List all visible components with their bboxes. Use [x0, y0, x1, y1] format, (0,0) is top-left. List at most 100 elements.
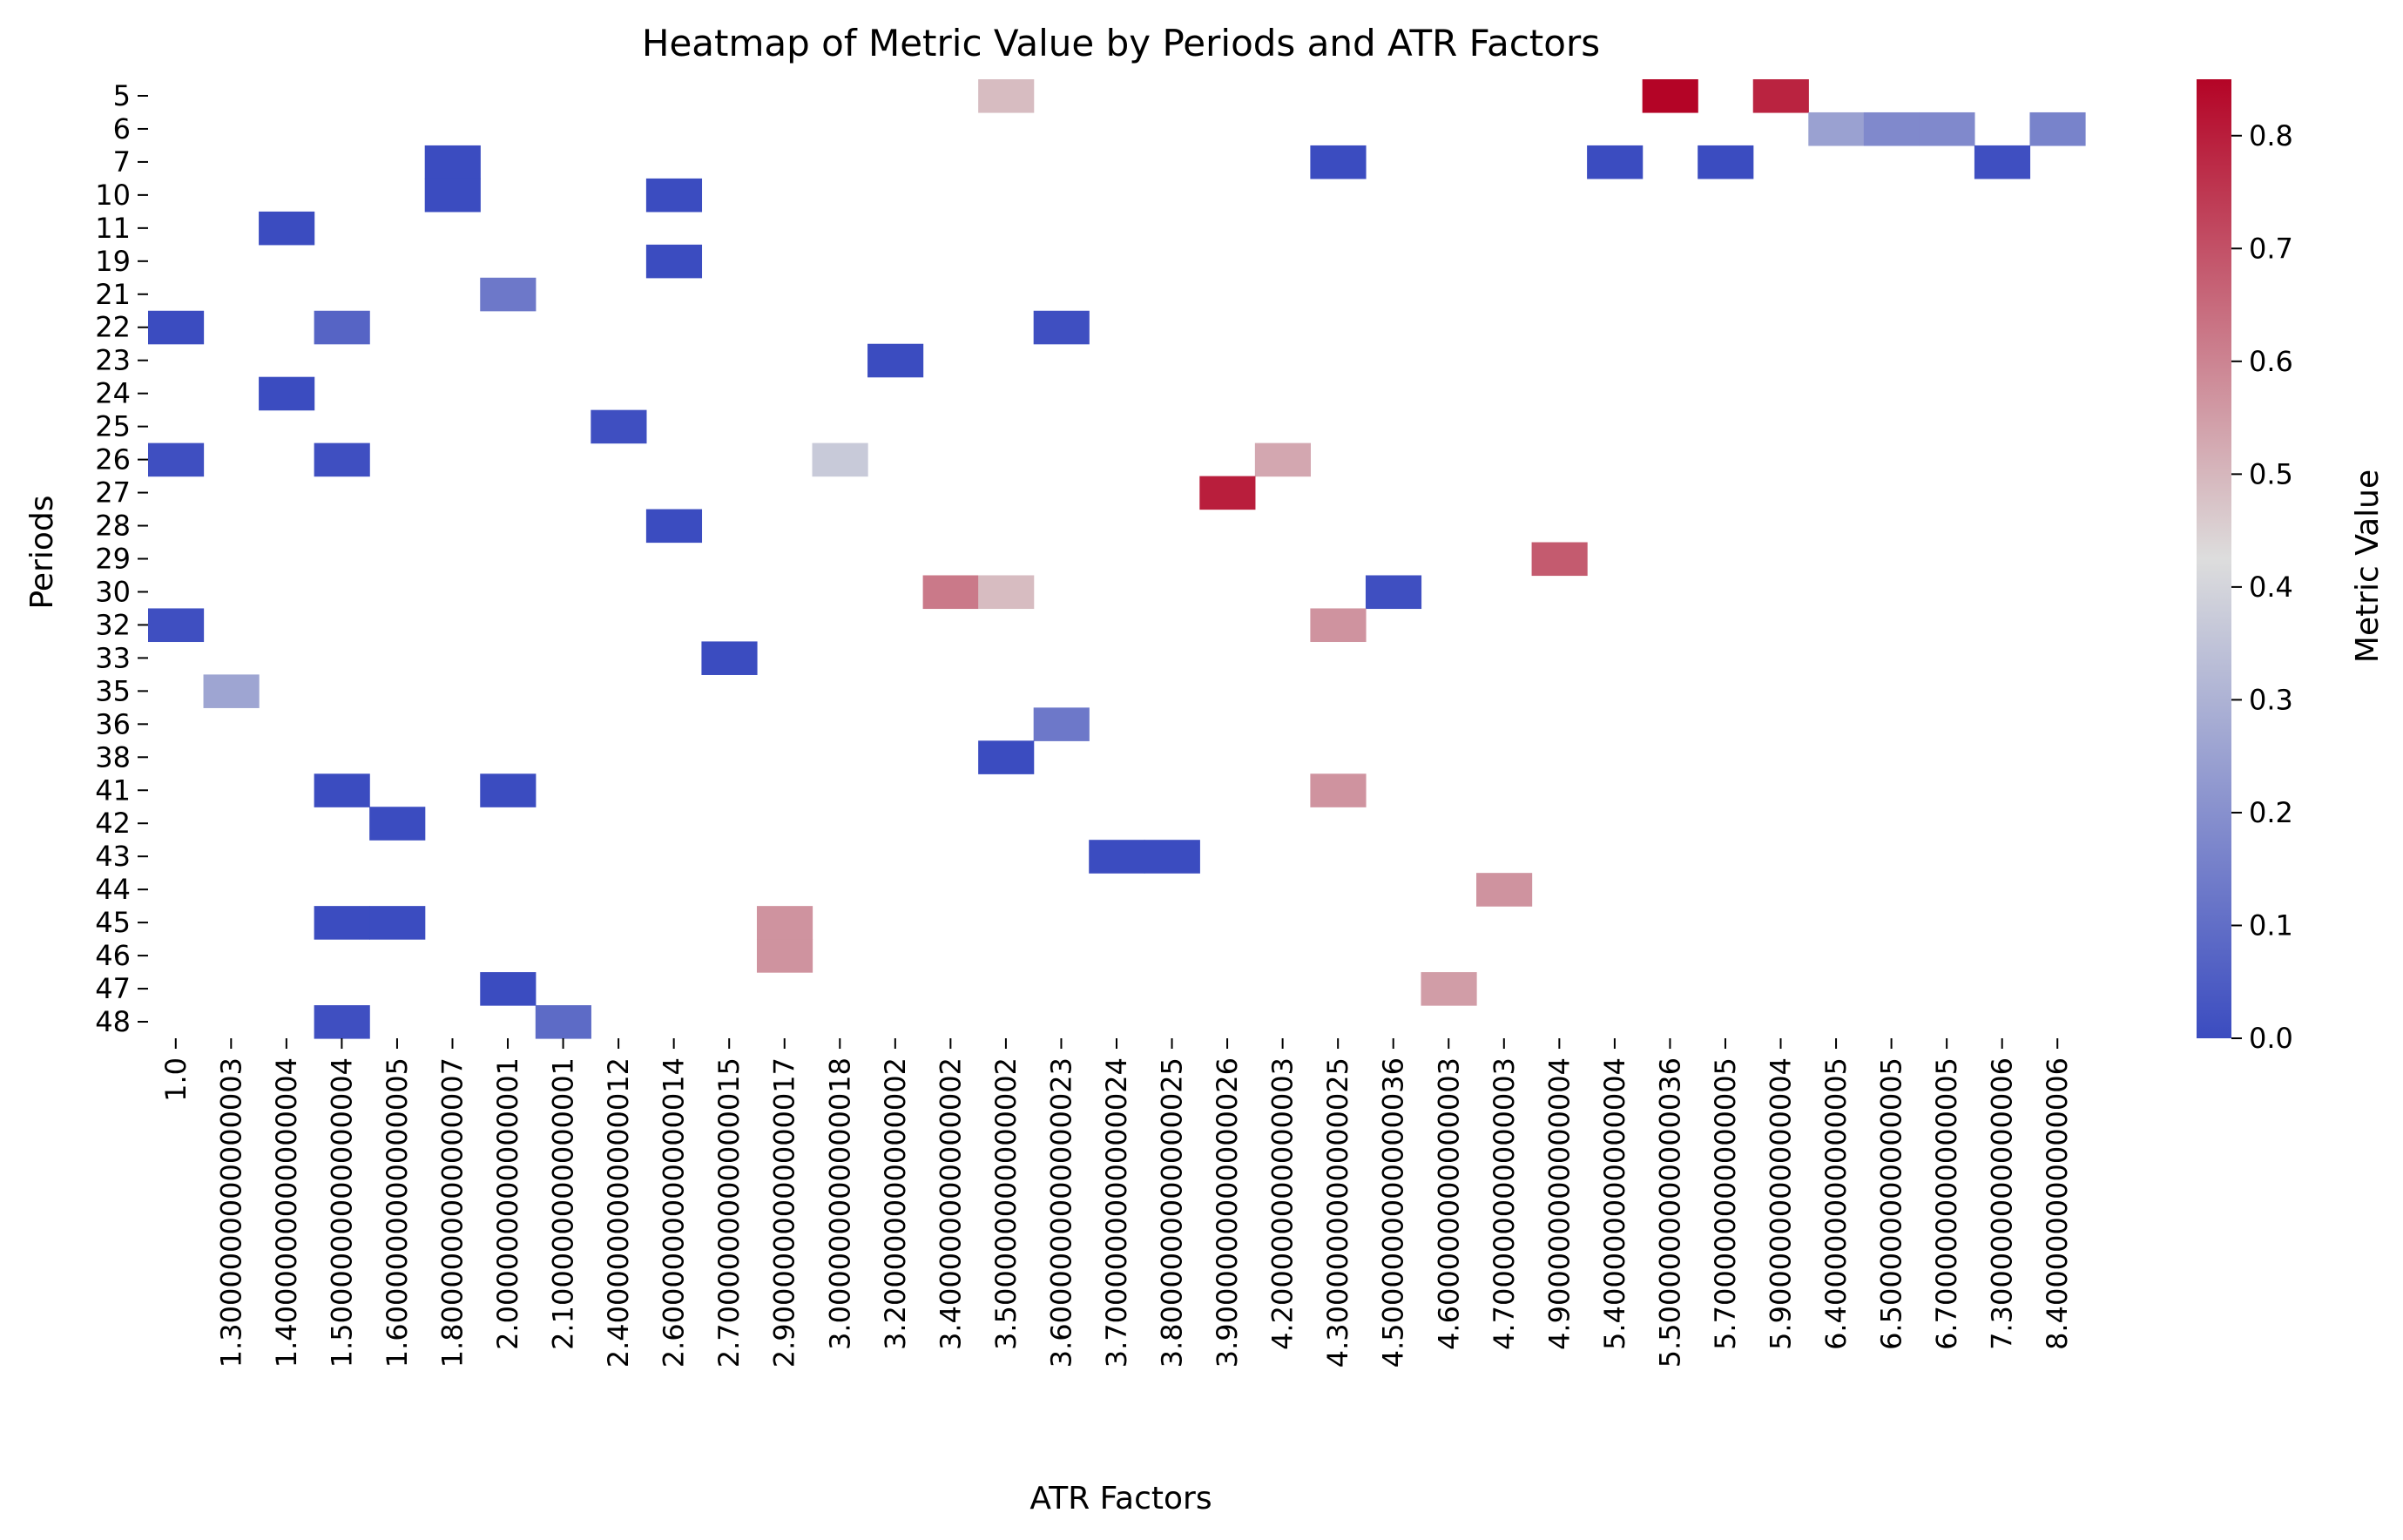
x-tick-label: 2.000000000000001	[491, 1057, 524, 1350]
heatmap-cell	[2029, 111, 2086, 146]
colorbar-tick-label: 0.1	[2249, 908, 2293, 942]
heatmap-cell	[645, 244, 703, 279]
heatmap-cell	[148, 442, 205, 477]
heatmap-cell	[314, 906, 370, 940]
x-tick-label: 3.7000000000000024	[1100, 1057, 1133, 1368]
y-tick-label: 45	[95, 906, 131, 939]
x-tick-label: 5.700000000000005	[1709, 1057, 1742, 1350]
heatmap-cell	[756, 906, 813, 940]
x-tick-label: 1.4000000000000004	[270, 1057, 303, 1368]
x-tick-label: 5.400000000000004	[1598, 1057, 1631, 1350]
x-tick-label: 1.6000000000000005	[381, 1057, 414, 1368]
heatmap-cell	[424, 145, 481, 179]
x-tick-label: 2.9000000000000017	[768, 1057, 801, 1368]
heatmap-cell	[148, 608, 205, 643]
y-tick-label: 35	[95, 674, 131, 707]
y-tick-label: 22	[95, 311, 131, 344]
colorbar-label: Metric Value	[2350, 469, 2386, 663]
heatmap-cell	[812, 442, 868, 477]
y-tick-label: 7	[113, 145, 131, 179]
heatmap-cell	[480, 972, 537, 1006]
heatmap-cell	[203, 674, 260, 708]
x-tick-label: 4.5000000000000036	[1377, 1057, 1410, 1368]
heatmap-cell	[978, 79, 1035, 113]
heatmap-cell	[1089, 840, 1145, 874]
y-tick-label: 48	[95, 1005, 131, 1038]
y-tick-label: 6	[113, 112, 131, 145]
heatmap-cell	[369, 807, 426, 841]
y-tick-label: 43	[95, 840, 131, 873]
y-axis-label: Periods	[24, 495, 60, 609]
y-tick-label: 19	[95, 245, 131, 278]
x-tick-label: 6.400000000000005	[1819, 1057, 1853, 1350]
heatmap-cell	[1144, 840, 1200, 874]
x-tick-label: 1.8000000000000007	[435, 1057, 469, 1368]
heatmap-cell	[1421, 972, 1477, 1006]
y-tick-label: 28	[95, 510, 131, 543]
heatmap-cell	[480, 773, 537, 807]
x-tick-label: 1.0	[159, 1057, 192, 1102]
heatmap-cell	[701, 641, 758, 675]
y-tick-label: 33	[95, 641, 131, 674]
heatmap-cell	[1808, 111, 1865, 146]
x-tick-label: 7.300000000000006	[1986, 1057, 2019, 1350]
x-axis: 1.0 1.3000000000000003 1.4000000000000004 1…	[159, 1038, 2074, 1368]
y-axis: 5671011192122232425262728293032333536384…	[95, 79, 148, 1038]
heatmap-cell	[1033, 310, 1090, 345]
y-tick-label: 27	[95, 476, 131, 510]
colorbar-tick-label: 0.3	[2249, 683, 2293, 716]
heatmap-cell	[1531, 542, 1588, 577]
colorbar-tick-label: 0.0	[2249, 1022, 2293, 1055]
heatmap-cell	[645, 509, 703, 544]
x-tick-label: 6.500000000000005	[1875, 1057, 1908, 1350]
y-tick-label: 41	[95, 773, 131, 807]
y-tick-label: 10	[95, 179, 131, 212]
x-tick-label: 4.900000000000004	[1542, 1057, 1576, 1350]
y-tick-label: 38	[95, 740, 131, 773]
heatmap-cell	[978, 575, 1035, 610]
y-tick-label: 23	[95, 344, 131, 377]
colorbar-gradient	[2197, 79, 2231, 1038]
y-tick-label: 26	[95, 443, 131, 476]
heatmap-cell	[1587, 145, 1644, 179]
x-tick-label: 5.900000000000004	[1765, 1057, 1798, 1350]
y-tick-label: 30	[95, 575, 131, 608]
y-tick-label: 29	[95, 543, 131, 576]
heatmap-cell	[1254, 442, 1311, 477]
x-tick-label: 2.6000000000000014	[658, 1057, 691, 1368]
x-tick-label: 3.500000000000002	[989, 1057, 1023, 1350]
colorbar-tick-label: 0.6	[2249, 345, 2293, 378]
y-tick-label: 25	[95, 410, 131, 443]
heatmap-cell	[1974, 145, 2031, 179]
x-tick-label: 8.400000000000006	[2041, 1057, 2074, 1350]
heatmap-cell	[1863, 111, 1920, 146]
heatmap-cell	[1033, 707, 1090, 741]
y-tick-label: 21	[95, 278, 131, 311]
x-tick-label: 3.400000000000002	[934, 1057, 967, 1350]
x-tick-label: 4.600000000000003	[1432, 1057, 1465, 1350]
x-tick-label: 5.5000000000000036	[1653, 1057, 1686, 1368]
y-tick-label: 47	[95, 972, 131, 1005]
colorbar-tick-label: 0.2	[2249, 796, 2293, 829]
y-tick-label: 42	[95, 807, 131, 840]
heatmap-cell	[259, 376, 315, 411]
x-tick-label: 2.7000000000000015	[712, 1057, 746, 1368]
y-tick-label: 24	[95, 377, 131, 410]
chart-title: Heatmap of Metric Value by Periods and A…	[642, 22, 1600, 64]
x-tick-label: 4.200000000000003	[1266, 1057, 1299, 1350]
x-tick-label: 4.700000000000003	[1488, 1057, 1521, 1350]
heatmap-cell	[369, 906, 426, 940]
y-tick-label: 46	[95, 939, 131, 972]
heatmap-cell	[314, 442, 370, 477]
heatmap-cell	[1310, 608, 1367, 643]
heatmap-cell	[1476, 873, 1533, 907]
heatmap-cell	[1199, 476, 1256, 510]
y-tick-label: 36	[95, 707, 131, 740]
heatmap-cells	[148, 79, 2086, 1039]
heatmap-cell	[978, 740, 1035, 774]
y-tick-label: 44	[95, 873, 131, 906]
heatmap-cell	[1752, 79, 1809, 113]
x-tick-label: 3.000000000000018	[823, 1057, 856, 1350]
x-tick-label: 2.4000000000000012	[602, 1057, 635, 1368]
